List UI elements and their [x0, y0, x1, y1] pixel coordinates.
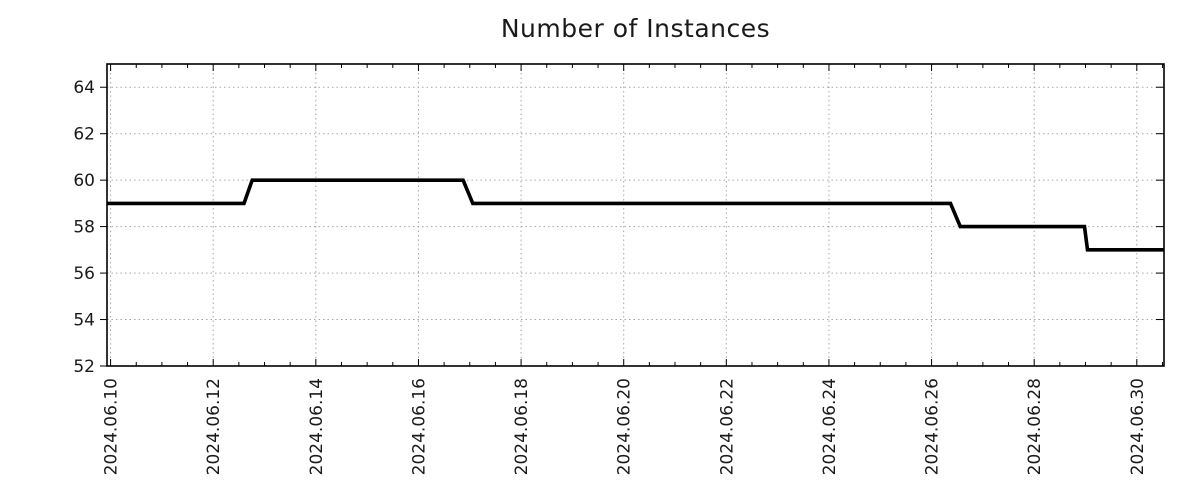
chart-title: Number of Instances	[500, 14, 771, 43]
x-tick-label: 2024.06.18	[512, 378, 532, 475]
x-tick-label: 2024.06.24	[820, 378, 840, 475]
x-tick-label: 2024.06.28	[1025, 378, 1045, 475]
x-tick-label: 2024.06.10	[102, 378, 122, 475]
y-tick-label: 64	[73, 78, 95, 98]
y-tick-label: 54	[73, 311, 95, 331]
x-tick-label: 2024.06.26	[923, 378, 943, 475]
x-tick-label: 2024.06.20	[615, 378, 635, 475]
y-tick-label: 62	[73, 125, 95, 145]
y-tick-label: 58	[73, 218, 95, 238]
y-tick-label: 52	[73, 357, 95, 377]
y-tick-label: 60	[73, 171, 95, 191]
x-tick-label: 2024.06.14	[307, 378, 327, 475]
data-line	[107, 178, 1164, 252]
x-tick-label: 2024.06.22	[717, 378, 737, 475]
y-tick-label: 56	[73, 264, 95, 284]
x-tick-label: 2024.06.30	[1128, 378, 1148, 475]
x-tick-label: 2024.06.16	[409, 378, 429, 475]
plot-border	[106, 63, 1165, 367]
x-tick-label: 2024.06.12	[204, 378, 224, 475]
